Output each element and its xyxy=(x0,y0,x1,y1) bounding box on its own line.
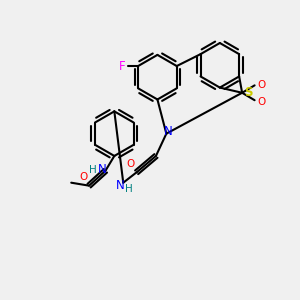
Text: F: F xyxy=(119,59,126,73)
Text: O: O xyxy=(79,172,87,182)
Text: S: S xyxy=(244,86,253,99)
Text: O: O xyxy=(257,80,265,90)
Text: H: H xyxy=(125,184,133,194)
Text: N: N xyxy=(164,125,172,138)
Text: O: O xyxy=(126,159,134,169)
Text: N: N xyxy=(116,178,125,192)
Text: N: N xyxy=(98,164,106,176)
Text: O: O xyxy=(257,97,265,107)
Text: H: H xyxy=(89,165,97,175)
